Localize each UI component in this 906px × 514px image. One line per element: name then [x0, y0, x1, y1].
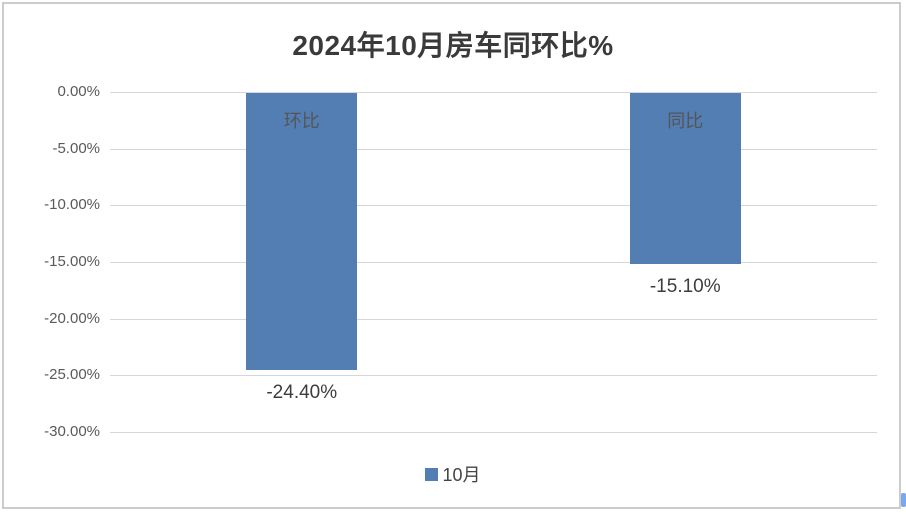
corner-artifact [901, 493, 906, 507]
gridline [110, 432, 877, 433]
plot-area: 环比 -24.40% 同比 -15.10% [110, 92, 877, 433]
legend: 10月 [0, 461, 906, 487]
gridline [110, 375, 877, 377]
gridline [110, 148, 877, 150]
bar-data-label: -15.10% [649, 276, 721, 298]
legend-swatch-icon [425, 467, 439, 481]
gridline [110, 205, 877, 207]
y-axis-tick-label: -25.00% [44, 366, 100, 384]
y-axis-tick-label: -10.00% [44, 196, 100, 214]
y-axis-tick-label: -30.00% [44, 423, 100, 440]
y-axis-tick-label: -15.00% [44, 253, 100, 270]
chart-title: 2024年10月房车同环比% [292, 30, 614, 61]
gridline [110, 262, 877, 263]
bar-data-label: -24.40% [266, 381, 338, 403]
bar-category-label: 同比 [667, 111, 704, 131]
y-axis-tick-label: -20.00% [44, 309, 100, 327]
y-axis-tick-label: 0.00% [57, 83, 100, 100]
gridline [110, 92, 877, 93]
bar-同比[interactable]: 同比 [629, 93, 741, 265]
gridline [110, 318, 877, 320]
legend-series-label: 10月 [442, 465, 481, 485]
y-axis-tick-label: -5.00% [52, 139, 100, 157]
bar-category-label: 环比 [283, 111, 320, 131]
bar-环比[interactable]: 环比 [246, 93, 358, 370]
